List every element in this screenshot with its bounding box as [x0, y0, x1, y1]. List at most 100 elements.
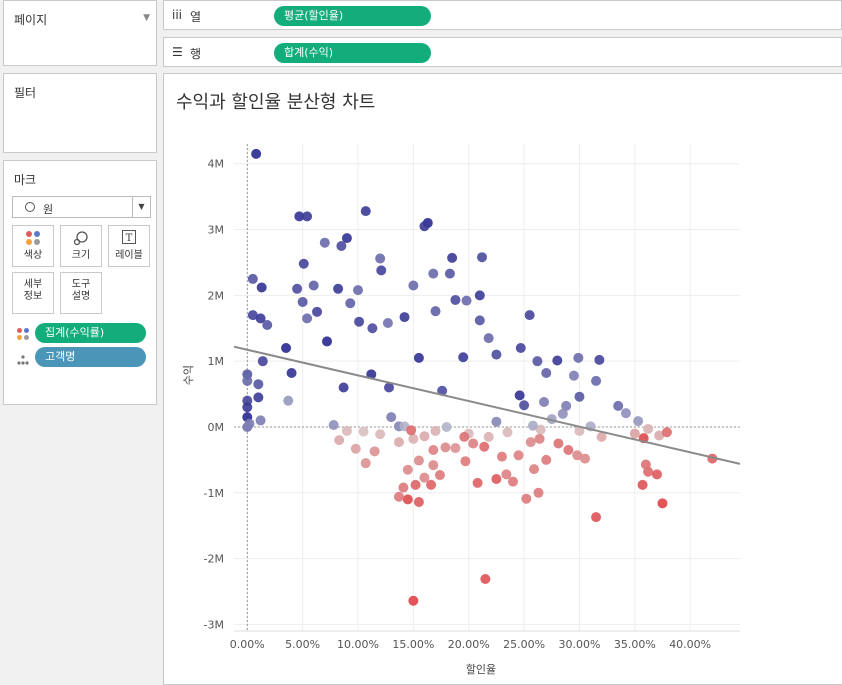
scatter-point [483, 333, 494, 344]
scatter-point [491, 416, 502, 427]
scatter-point [360, 206, 371, 217]
scatter-point [483, 431, 494, 442]
scatter-point [253, 392, 264, 403]
chevron-down-icon[interactable]: ▼ [132, 197, 150, 217]
scatter-point [574, 391, 585, 402]
label-button[interactable]: T 레이블 [108, 225, 150, 267]
scatter-point [527, 420, 538, 431]
scatter-point [382, 318, 393, 329]
scatter-point [430, 306, 441, 317]
scatter-point [594, 354, 605, 365]
scatter-chart[interactable]: 4M 3M 2M 1M 0M -1M -2M -3M 0.00% 5.00% 10.00% 15.00… [164, 74, 842, 685]
scatter-point [256, 282, 267, 293]
color-dots-icon [13, 230, 53, 250]
scatter-point [257, 356, 268, 367]
scatter-point [255, 313, 266, 324]
scatter-point [459, 431, 470, 442]
chart-view[interactable]: 4M 3M 2M 1M 0M -1M -2M -3M 0.00% 5.00% 10.00% 15.00… [163, 73, 842, 685]
color-field-pill[interactable]: 집계(수익률) [35, 323, 146, 343]
scatter-point [579, 453, 590, 464]
scatter-point [553, 438, 564, 449]
scatter-point [353, 285, 364, 296]
scatter-point [561, 400, 572, 411]
scatter-point [419, 472, 430, 483]
scatter-point [367, 323, 378, 334]
scatter-point [298, 258, 309, 269]
scatter-point [312, 306, 323, 317]
scatter-point [322, 336, 333, 347]
x-axis-label: 할인율 [466, 663, 496, 676]
x-tick-label: 35.00% [614, 638, 656, 651]
scatter-point [525, 437, 536, 448]
detail-dots-icon [16, 351, 30, 370]
scatter-point [413, 352, 424, 363]
scatter-point [428, 460, 439, 471]
scatter-point [524, 310, 535, 321]
scatter-point [297, 296, 308, 307]
size-button[interactable]: 크기 [60, 225, 102, 267]
color-field-label: 집계(수익률) [45, 326, 105, 339]
mark-type-dropdown[interactable]: 원 ▼ [12, 196, 151, 218]
scatter-point [428, 445, 439, 456]
x-tick-label: 5.00% [285, 638, 320, 651]
scatter-point [661, 427, 672, 438]
detail-button-label-2: 정보 [23, 291, 43, 302]
scatter-point [338, 382, 349, 393]
filters-card-title: 필터 [14, 86, 37, 100]
pages-card[interactable]: 페이지 ▼ [3, 0, 157, 66]
columns-pill[interactable]: 평균(할인율) [274, 6, 431, 26]
scatter-point [434, 470, 445, 481]
scatter-point [480, 574, 491, 585]
scatter-point [496, 451, 507, 462]
scatter-point [408, 280, 419, 291]
trend-line [233, 345, 741, 465]
tooltip-button[interactable]: 도구 설명 [60, 272, 102, 314]
scatter-point [539, 396, 550, 407]
rows-pill[interactable]: 합계(수익) [274, 43, 431, 63]
scatter-point [334, 435, 345, 446]
columns-shelf: iii 열 평균(할인율) [163, 0, 842, 30]
filters-card[interactable]: 필터 [3, 73, 157, 153]
scatter-point [535, 424, 546, 435]
rows-shelf-label: 행 [190, 47, 202, 61]
y-tick-label: -1M [204, 487, 224, 500]
x-tick-label: 15.00% [392, 638, 434, 651]
scatter-point [651, 469, 662, 480]
scatter-point [399, 312, 410, 323]
scatter-point [461, 295, 472, 306]
scatter-point [366, 369, 377, 380]
scatter-point [474, 315, 485, 326]
scatter-point [358, 426, 369, 437]
scatter-point [447, 252, 458, 263]
scatter-point [350, 443, 361, 454]
color-button[interactable]: 색상 [12, 225, 54, 267]
scatter-point [458, 352, 469, 363]
scatter-point [428, 268, 439, 279]
scatter-point [532, 356, 543, 367]
scatter-point [441, 421, 452, 432]
scatter-point [472, 477, 483, 488]
tooltip-button-label-1: 도구 [71, 279, 91, 290]
detail-field-pill[interactable]: 고객명 [35, 347, 146, 367]
scatter-point [541, 454, 552, 465]
scatter-point [573, 352, 584, 363]
pages-dropdown-icon[interactable]: ▼ [143, 13, 150, 23]
scatter-point [406, 425, 417, 436]
scatter-point [514, 390, 525, 401]
scatter-point [419, 221, 430, 232]
scatter-point [262, 319, 273, 330]
scatter-point [242, 375, 253, 386]
scatter-point [345, 298, 356, 309]
columns-icon: iii [172, 8, 183, 22]
x-tick-label: 10.00% [337, 638, 379, 651]
scatter-point [360, 458, 371, 469]
color-button-label: 색상 [23, 250, 43, 261]
scatter-point [477, 252, 488, 263]
detail-button[interactable]: 세부 정보 [12, 272, 54, 314]
rows-pill-label: 합계(수익) [284, 46, 334, 59]
scatter-point [557, 408, 568, 419]
scatter-point [534, 433, 545, 444]
columns-pill-label: 평균(할인율) [284, 9, 344, 22]
scatter-point [253, 379, 264, 390]
scatter-point [302, 211, 313, 222]
